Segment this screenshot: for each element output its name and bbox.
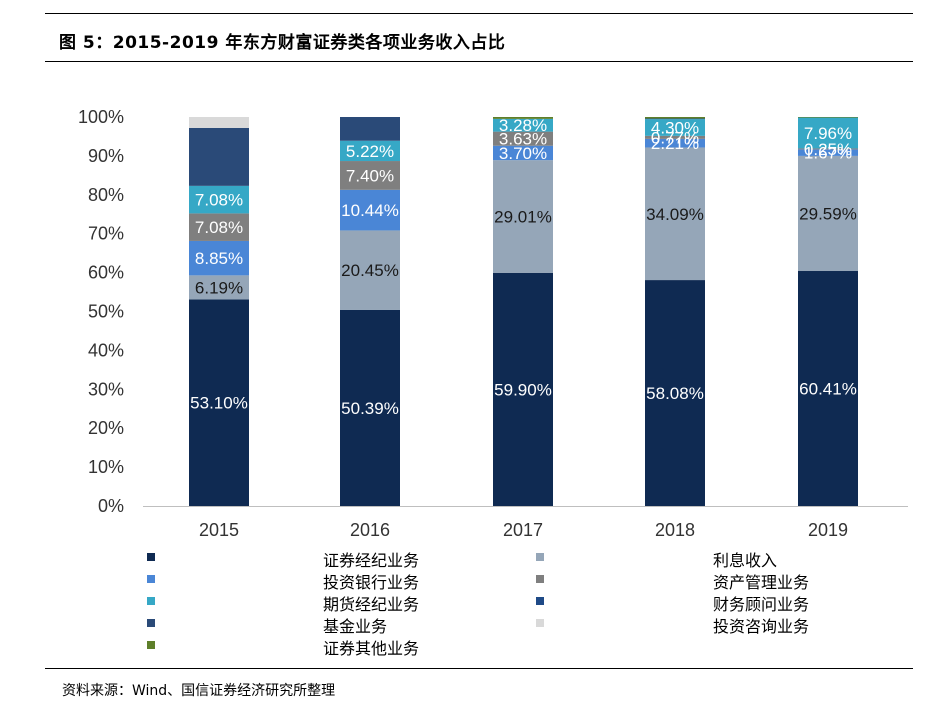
x-tick-label: 2017 [503,520,543,540]
legend-marker [147,619,155,627]
data-label: 60.41% [799,380,857,399]
y-tick-label: 90% [88,146,124,166]
y-tick-label: 0% [98,496,124,516]
y-tick-label: 30% [88,379,124,399]
bar-segment [189,213,249,241]
legend-marker [147,641,155,649]
legend-marker [147,575,155,583]
legend-marker [147,597,155,605]
bar-segment [645,135,705,139]
legend-label: 资产管理业务 [713,573,810,592]
data-label: 53.10% [190,394,248,413]
legend-marker [536,619,544,627]
bar-segment [798,271,858,506]
x-tick-label: 2018 [655,520,695,540]
bar-segment [189,127,249,186]
legend-marker [147,553,155,561]
data-label: 0.77% [651,128,699,147]
data-label: 7.08% [195,191,243,210]
y-tick-label: 80% [88,185,124,205]
bar-segment [645,117,705,119]
bar-segment [340,230,400,310]
data-label: 0.25% [804,140,852,159]
data-label: 2.21% [651,134,699,153]
legend-marker [536,575,544,583]
bar-segment [189,240,249,276]
bar-segment [493,160,553,273]
footer-divider [45,668,913,669]
bar-segment [493,145,553,161]
y-tick-label: 100% [78,107,124,127]
bar-segment [645,138,705,148]
legend-label: 财务顾问业务 [713,595,810,614]
data-label: 7.08% [195,218,243,237]
bar-segment [645,147,705,281]
data-label: 3.70% [499,144,547,163]
legend-label: 投资咨询业务 [713,617,810,636]
data-label: 7.96% [804,124,852,143]
title-bar: 图 5：2015-2019 年东方财富证券类各项业务收入占比 [45,13,913,62]
bar-segment [189,299,249,506]
data-label: 3.63% [499,130,547,149]
source-note: 资料来源：Wind、国信证券经济研究所整理 [62,683,336,699]
y-tick-label: 70% [88,224,124,244]
data-label: 34.09% [646,205,704,224]
bar-segment [493,272,553,506]
data-label: 1.67% [804,144,852,163]
bar-segment [340,117,400,141]
bar-segment [645,119,705,136]
bar-segment [645,118,705,120]
bar-segment [189,117,249,128]
bar-segment [798,117,858,149]
data-label: 3.28% [499,116,547,135]
y-tick-label: 50% [88,302,124,322]
bar-segment [340,161,400,190]
x-tick-label: 2015 [199,520,239,540]
y-tick-label: 40% [88,340,124,360]
data-label: 4.30% [651,119,699,138]
legend-label: 基金业务 [323,617,388,636]
legend-label: 期货经纪业务 [323,595,420,614]
x-tick-label: 2016 [350,520,390,540]
legend-label: 证券其他业务 [323,639,420,658]
data-label: 10.44% [341,201,399,220]
data-label: 20.45% [341,261,399,280]
bar-segment [798,117,858,118]
legend-marker [536,597,544,605]
bar-segment [189,185,249,214]
y-tick-label: 60% [88,263,124,283]
data-label: 58.08% [646,384,704,403]
bar-segment [340,309,400,506]
chart-title: 图 5：2015-2019 年东方财富证券类各项业务收入占比 [59,33,506,53]
bar-segment [493,131,553,146]
y-tick-label: 20% [88,418,124,438]
bar-segment [798,149,858,156]
data-label: 6.19% [195,278,243,297]
bar-segment [798,148,858,150]
data-label: 29.59% [799,204,857,223]
bar-segment [189,275,249,300]
data-label: 50.39% [341,399,399,418]
data-label: 7.40% [346,166,394,185]
bar-segment [798,155,858,272]
legend-marker [536,553,544,561]
data-label: 59.90% [494,380,552,399]
bar-segment [493,117,553,119]
data-label: 29.01% [494,208,552,227]
y-tick-label: 10% [88,457,124,477]
bar-segment [340,189,400,231]
legend-label: 证券经纪业务 [323,551,420,570]
x-tick-label: 2019 [808,520,848,540]
bar-segment [340,140,400,162]
legend-label: 利息收入 [713,551,778,570]
bar-segment [493,118,553,132]
data-label: 5.22% [346,142,394,161]
legend-label: 投资银行业务 [323,573,420,592]
data-label: 8.85% [195,249,243,268]
bar-segment [645,280,705,506]
